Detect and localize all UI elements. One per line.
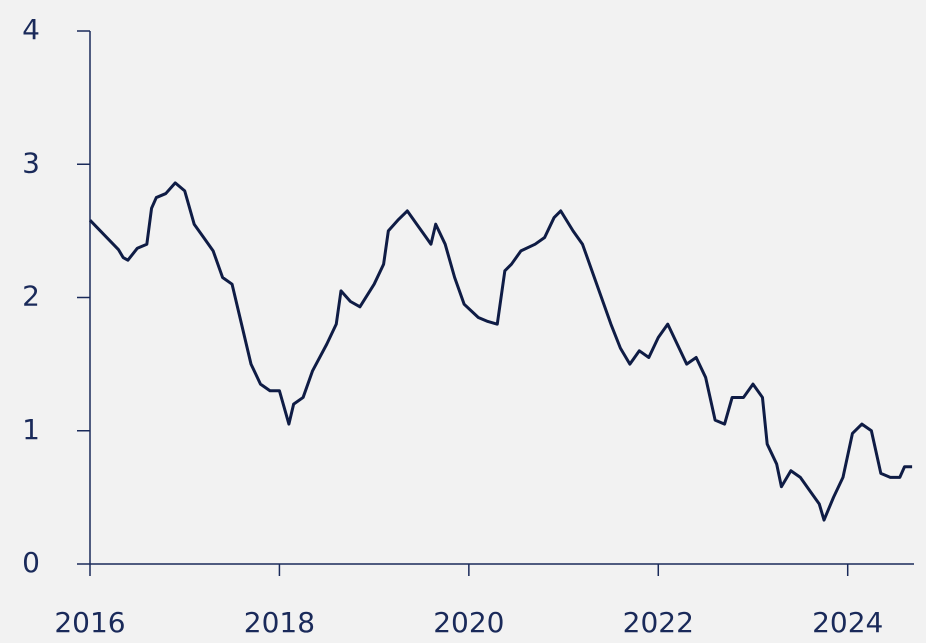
y-tick-label: 3 <box>22 146 40 179</box>
x-tick-label: 2022 <box>623 606 694 639</box>
y-tick-label: 2 <box>22 280 40 313</box>
x-tick-label: 2024 <box>812 606 883 639</box>
x-tick-label: 2018 <box>244 606 315 639</box>
line <box>88 181 913 522</box>
y-tick-label: 0 <box>22 546 40 579</box>
x-tick-label: 2016 <box>54 606 125 639</box>
x-tick-label: 2020 <box>433 606 504 639</box>
y-tick-label: 1 <box>22 413 40 446</box>
y-tick-label: 4 <box>22 13 40 46</box>
